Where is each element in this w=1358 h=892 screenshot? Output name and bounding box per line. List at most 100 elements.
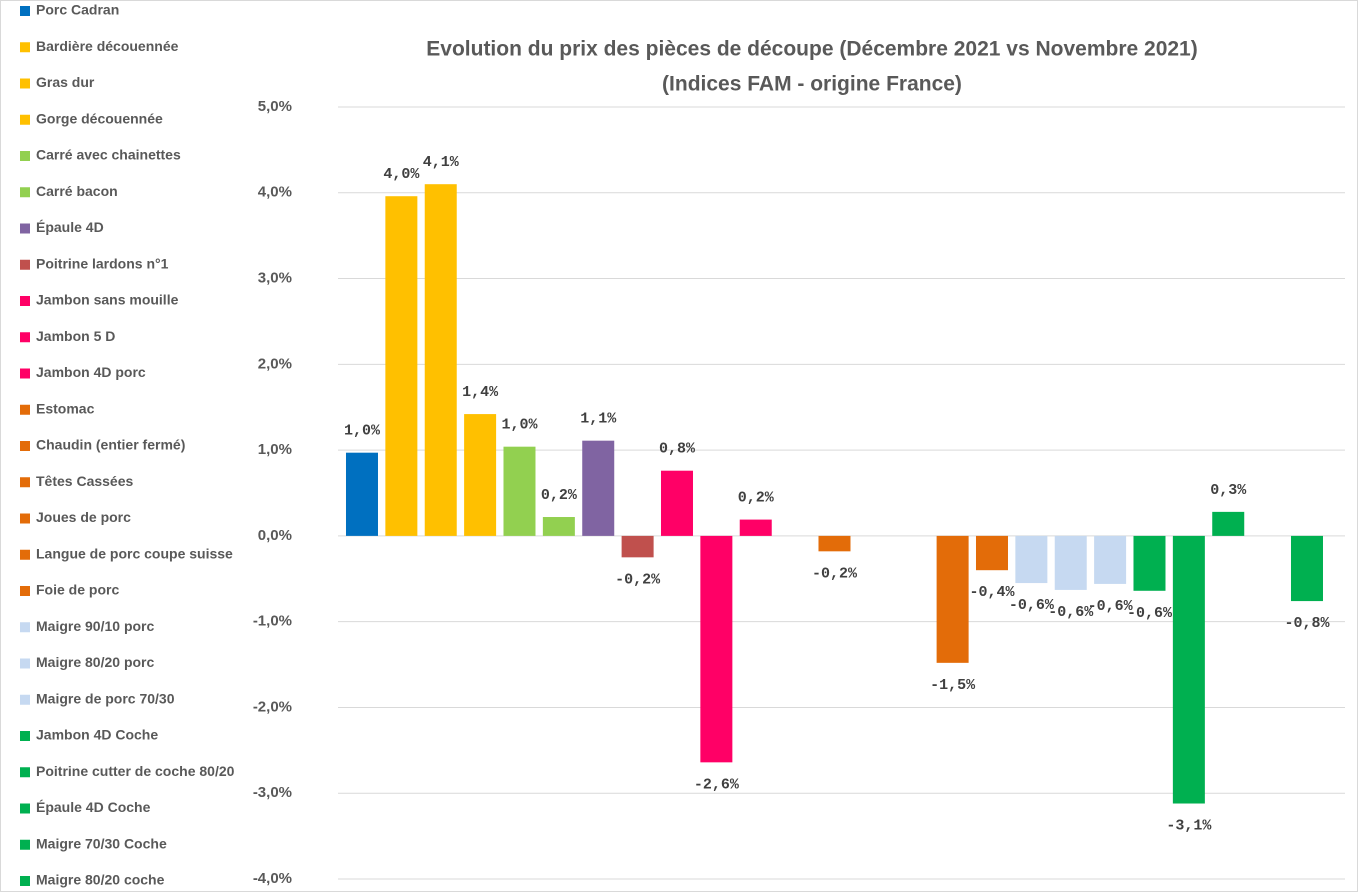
value-label: -0,6%	[1127, 605, 1173, 622]
legend-label: Foie de porc	[36, 582, 119, 598]
bar	[1015, 535, 1048, 584]
legend-label: Têtes Cassées	[36, 473, 134, 489]
y-tick-label: 5,0%	[258, 98, 292, 115]
legend-swatch	[20, 332, 30, 343]
legend-label: Estomac	[36, 400, 95, 416]
bar	[660, 470, 693, 536]
legend-swatch	[20, 441, 30, 451]
bar	[1212, 511, 1245, 536]
legend-swatch	[20, 694, 30, 705]
y-tick-label: 4,0%	[258, 184, 292, 201]
legend-label: Bardière découennée	[36, 38, 179, 54]
value-label: -0,4%	[969, 584, 1015, 601]
bar	[385, 196, 418, 536]
value-label: 4,1%	[423, 154, 460, 171]
chart-subtitle: (Indices FAM - origine France)	[662, 73, 962, 96]
value-label: 0,8%	[659, 441, 696, 458]
legend-label: Carré bacon	[36, 183, 118, 199]
value-label: -0,6%	[1048, 604, 1094, 621]
bar	[1290, 535, 1323, 602]
bar	[621, 535, 654, 558]
legend-swatch	[20, 586, 30, 596]
y-tick-label: 3,0%	[258, 270, 292, 287]
legend-label: Jambon 4D Coche	[36, 727, 158, 743]
value-label: 1,0%	[501, 417, 538, 434]
legend-label: Poitrine cutter de coche 80/20	[36, 763, 235, 779]
legend-swatch	[20, 259, 30, 270]
bar	[503, 446, 536, 536]
y-tick-label: -1,0%	[253, 613, 292, 630]
legend-swatch	[20, 151, 30, 161]
legend-swatch	[20, 296, 30, 306]
y-tick-label: -2,0%	[253, 698, 292, 715]
y-tick-label: 0,0%	[258, 527, 292, 544]
legend-label: Épaule 4D Coche	[36, 799, 151, 815]
y-tick-label: -3,0%	[253, 784, 292, 801]
value-label: -0,6%	[1009, 597, 1055, 614]
bar	[542, 517, 575, 536]
legend-label: Carré avec chainettes	[36, 147, 181, 163]
legend-swatch	[20, 876, 30, 886]
legend-swatch	[20, 404, 30, 415]
bar	[464, 414, 497, 536]
legend-label: Joues de porc	[36, 509, 131, 525]
legend-label: Maigre 90/10 porc	[36, 618, 154, 634]
legend-label: Épaule 4D	[36, 219, 104, 235]
legend-swatch	[20, 42, 30, 53]
bar	[936, 535, 969, 663]
value-label: -0,6%	[1088, 598, 1134, 615]
y-tick-label: -4,0%	[253, 870, 292, 887]
legend-label: Langue de porc coupe suisse	[36, 545, 233, 561]
value-label: 1,4%	[462, 384, 499, 401]
legend-swatch	[20, 223, 30, 234]
value-label: -0,8%	[1284, 615, 1330, 632]
legend-swatch	[20, 622, 30, 633]
value-label: -0,2%	[615, 571, 661, 588]
y-tick-label: 2,0%	[258, 355, 292, 372]
legend-label: Jambon 4D porc	[36, 364, 146, 380]
value-label: 1,0%	[344, 423, 381, 440]
value-label: 0,2%	[738, 490, 775, 507]
legend-swatch	[20, 477, 30, 488]
legend-label: Jambon sans mouille	[36, 292, 179, 308]
bar	[1172, 535, 1205, 804]
legend-label: Maigre 80/20 coche	[36, 872, 165, 888]
value-label: 0,3%	[1210, 482, 1247, 499]
value-label: 1,1%	[580, 411, 617, 428]
bar	[739, 519, 772, 536]
legend-swatch	[20, 368, 30, 379]
bar	[818, 535, 851, 552]
legend-label: Gras dur	[36, 74, 95, 90]
value-label: -3,1%	[1166, 817, 1212, 834]
value-label: -2,6%	[694, 776, 740, 793]
bar	[1054, 535, 1087, 590]
value-label: -0,2%	[812, 565, 858, 582]
legend-swatch	[20, 187, 30, 198]
legend-swatch	[20, 114, 30, 125]
legend-label: Maigre 70/30 Coche	[36, 835, 167, 851]
legend-label: Maigre 80/20 porc	[36, 654, 154, 670]
bar	[1133, 535, 1166, 591]
legend-swatch	[20, 513, 30, 524]
chart-title: Evolution du prix des pièces de découpe …	[426, 38, 1197, 61]
value-label: 4,0%	[383, 166, 420, 183]
legend-label: Chaudin (entier fermé)	[36, 437, 185, 453]
value-label: 0,2%	[541, 487, 578, 504]
legend-swatch	[20, 839, 30, 850]
legend-swatch	[20, 658, 30, 669]
bar	[1094, 535, 1127, 584]
legend-swatch	[20, 6, 30, 16]
value-label: -1,5%	[930, 677, 976, 694]
y-tick-label: 1,0%	[258, 441, 292, 458]
legend-swatch	[20, 78, 30, 89]
bar	[700, 535, 733, 763]
legend-label: Maigre de porc 70/30	[36, 690, 175, 706]
bar	[975, 535, 1008, 571]
legend-label: Gorge découennée	[36, 110, 163, 126]
bar	[582, 440, 615, 536]
legend-swatch	[20, 731, 30, 741]
legend-swatch	[20, 803, 30, 814]
bar	[424, 184, 457, 536]
